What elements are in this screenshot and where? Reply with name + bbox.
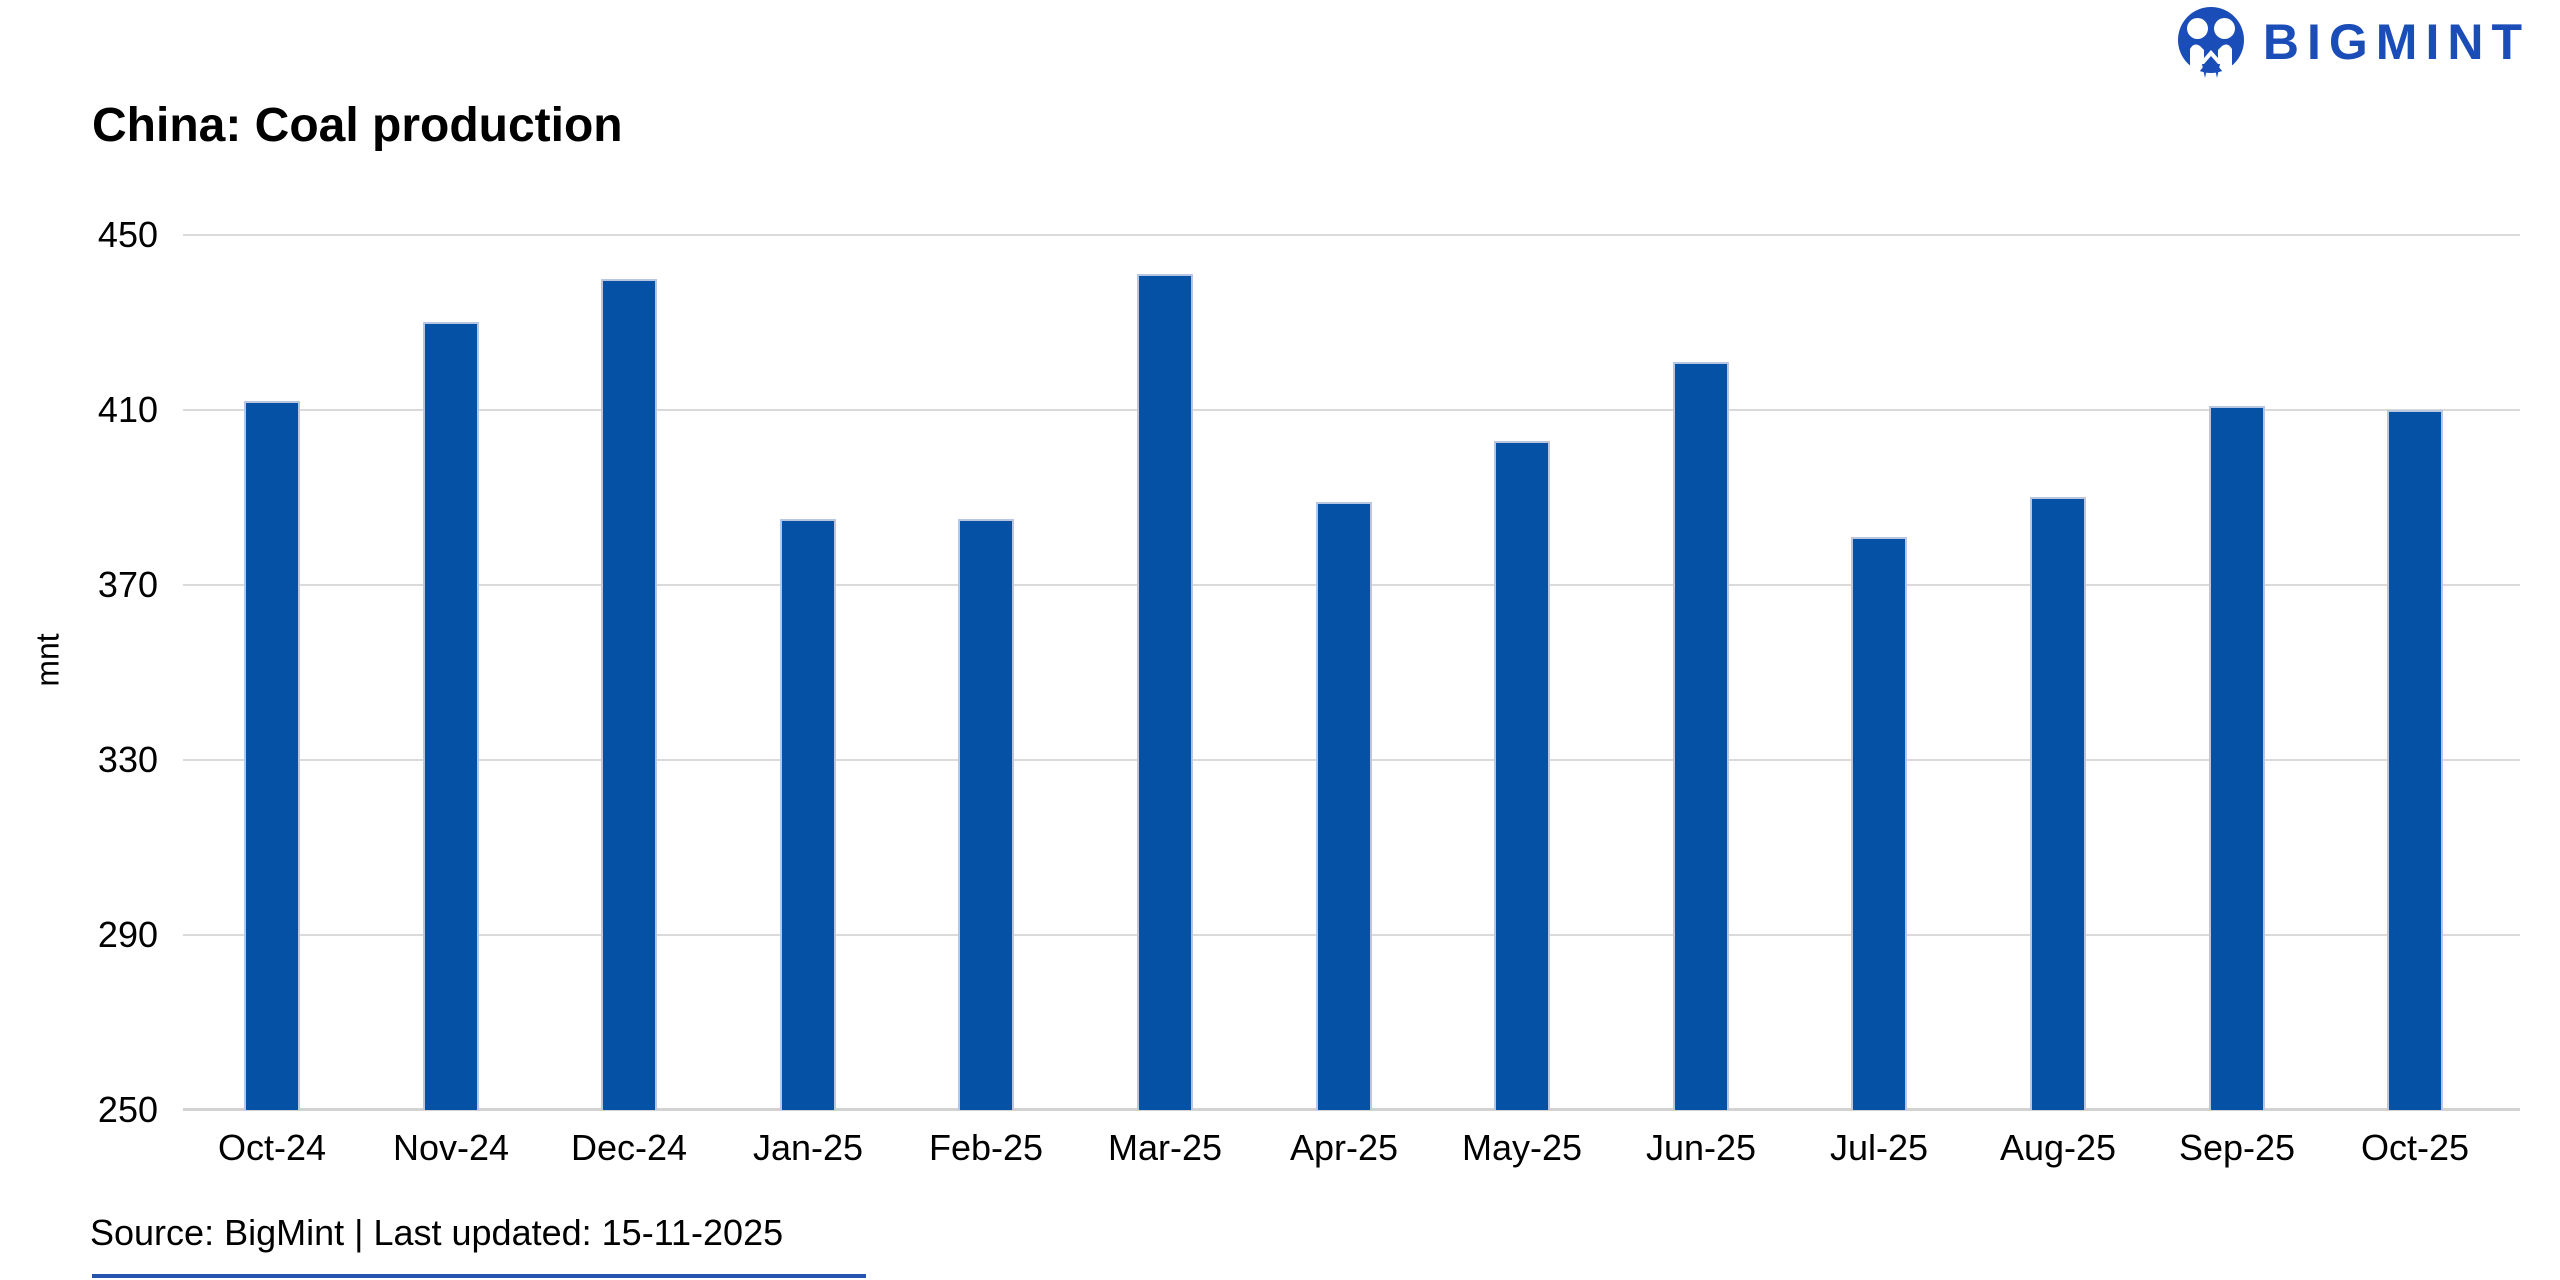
x-tick-jul-25: Jul-25 xyxy=(1829,1127,1929,1168)
bar-mar-25 xyxy=(1137,274,1193,1110)
bar-jan-25 xyxy=(780,519,836,1110)
bar-jun-25 xyxy=(1673,362,1729,1110)
gridline-450 xyxy=(183,234,2520,236)
x-tick-oct-24: Oct-24 xyxy=(217,1127,327,1168)
bar-may-25 xyxy=(1494,441,1550,1110)
bar-aug-25 xyxy=(2030,497,2086,1110)
y-axis-title: mnt xyxy=(29,633,66,687)
x-tick-aug-25: Aug-25 xyxy=(1999,1127,2117,1168)
page-title: China: Coal production xyxy=(92,99,623,152)
bar-jul-25 xyxy=(1851,537,1907,1110)
bar-apr-25 xyxy=(1316,502,1372,1110)
x-tick-jan-25: Jan-25 xyxy=(752,1127,864,1168)
x-tick-dec-24: Dec-24 xyxy=(570,1127,688,1168)
brand-name: BIGMINT xyxy=(2262,14,2530,70)
bar-oct-24 xyxy=(244,401,300,1110)
x-tick-mar-25: Mar-25 xyxy=(1107,1127,1223,1168)
x-tick-sep-25: Sep-25 xyxy=(2178,1127,2296,1168)
y-tick-290: 290 xyxy=(97,914,158,955)
x-tick-oct-25: Oct-25 xyxy=(2360,1127,2470,1168)
bar-oct-25 xyxy=(2387,410,2443,1110)
bigmint-logo: BIGMINT xyxy=(2175,6,2530,78)
source-line: Source: BigMint | Last updated: 15-11-20… xyxy=(90,1212,784,1253)
y-tick-450: 450 xyxy=(97,214,158,255)
coal-production-bar-chart xyxy=(183,234,2520,1111)
x-tick-jun-25: Jun-25 xyxy=(1645,1127,1757,1168)
x-tick-may-25: May-25 xyxy=(1461,1127,1583,1168)
gridline-410 xyxy=(183,409,2520,411)
x-tick-nov-24: Nov-24 xyxy=(392,1127,510,1168)
bar-nov-24 xyxy=(423,322,479,1110)
bar-dec-24 xyxy=(601,279,657,1110)
y-tick-370: 370 xyxy=(97,564,158,605)
bigmint-logo-icon xyxy=(2177,7,2244,78)
x-tick-apr-25: Apr-25 xyxy=(1289,1127,1399,1168)
bottom-accent-rule xyxy=(92,1274,866,1278)
y-tick-410: 410 xyxy=(97,389,158,430)
y-tick-250: 250 xyxy=(97,1089,158,1130)
bar-feb-25 xyxy=(958,519,1014,1110)
y-tick-330: 330 xyxy=(97,739,158,780)
bar-sep-25 xyxy=(2209,406,2265,1110)
x-tick-feb-25: Feb-25 xyxy=(928,1127,1044,1168)
